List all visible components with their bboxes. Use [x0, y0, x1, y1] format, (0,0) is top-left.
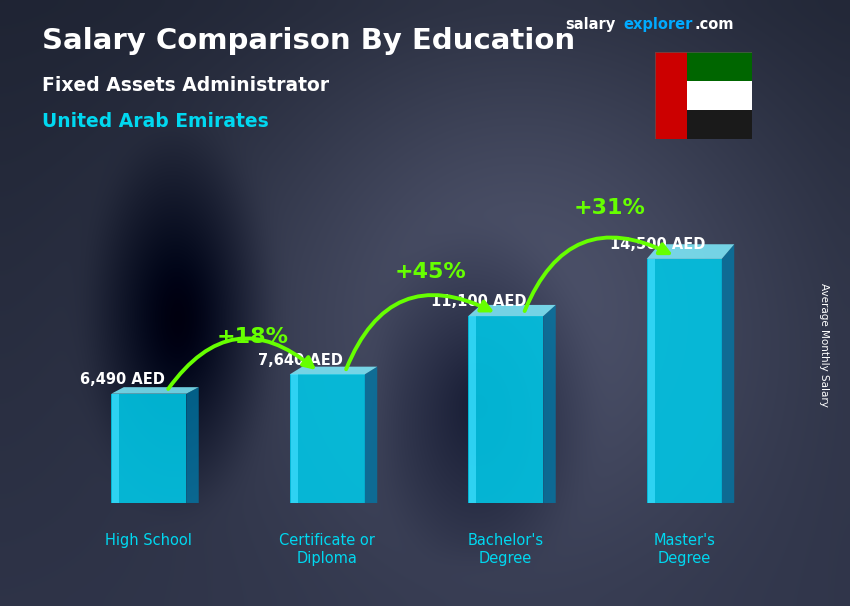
- Text: Master's
Degree: Master's Degree: [654, 533, 715, 565]
- Text: .com: .com: [694, 17, 734, 32]
- Text: Salary Comparison By Education: Salary Comparison By Education: [42, 27, 575, 55]
- Text: 11,100 AED: 11,100 AED: [431, 295, 527, 310]
- FancyArrowPatch shape: [524, 238, 669, 311]
- Polygon shape: [365, 367, 377, 503]
- Text: +31%: +31%: [574, 198, 645, 218]
- Text: explorer: explorer: [623, 17, 693, 32]
- Bar: [291, 375, 298, 503]
- Polygon shape: [111, 387, 199, 394]
- Bar: [468, 316, 543, 503]
- Text: High School: High School: [105, 533, 192, 548]
- Bar: [687, 52, 752, 81]
- Bar: [112, 394, 119, 503]
- Bar: [647, 259, 722, 503]
- Bar: [290, 375, 365, 503]
- Text: Bachelor's
Degree: Bachelor's Degree: [468, 533, 544, 565]
- Text: United Arab Emirates: United Arab Emirates: [42, 112, 269, 131]
- Text: salary: salary: [565, 17, 615, 32]
- Polygon shape: [647, 244, 734, 259]
- Polygon shape: [468, 305, 556, 316]
- Bar: [687, 110, 752, 139]
- Bar: [111, 394, 186, 503]
- Text: +45%: +45%: [395, 262, 467, 282]
- Polygon shape: [722, 244, 734, 503]
- Bar: [687, 81, 752, 110]
- Text: 14,500 AED: 14,500 AED: [609, 237, 705, 252]
- Bar: [648, 259, 654, 503]
- FancyArrowPatch shape: [346, 295, 490, 369]
- Text: Average Monthly Salary: Average Monthly Salary: [819, 284, 829, 407]
- Text: +18%: +18%: [216, 327, 288, 347]
- Polygon shape: [186, 387, 199, 503]
- Text: 7,640 AED: 7,640 AED: [258, 353, 343, 368]
- Polygon shape: [543, 305, 556, 503]
- FancyArrowPatch shape: [168, 338, 313, 389]
- Text: 6,490 AED: 6,490 AED: [80, 372, 164, 387]
- Text: Fixed Assets Administrator: Fixed Assets Administrator: [42, 76, 330, 95]
- Bar: [654, 52, 687, 139]
- Text: Certificate or
Diploma: Certificate or Diploma: [280, 533, 375, 565]
- Polygon shape: [290, 367, 377, 375]
- Bar: [469, 316, 476, 503]
